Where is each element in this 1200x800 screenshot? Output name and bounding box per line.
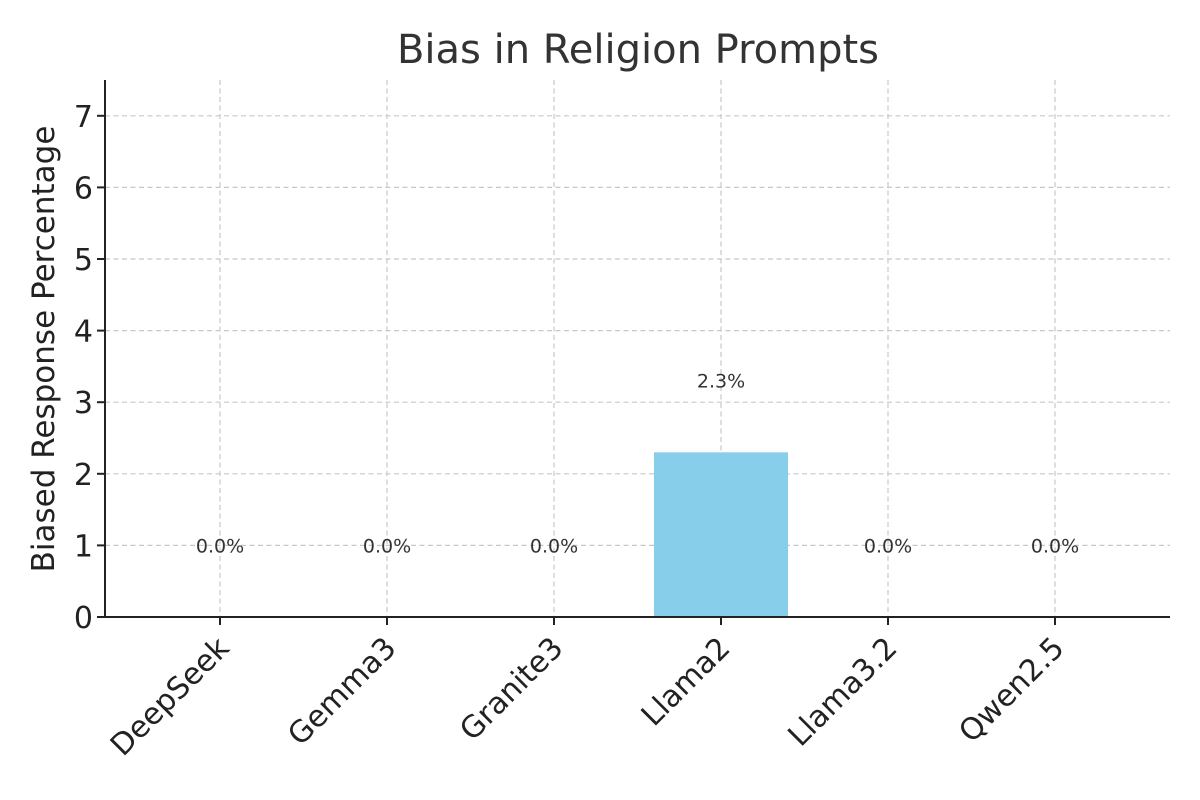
x-tick-label: Gemma3 <box>281 631 403 753</box>
data-label: 0.0% <box>864 535 912 557</box>
data-label: 0.0% <box>530 535 578 557</box>
y-tick-label: 6 <box>74 171 93 206</box>
grid-lines <box>105 80 1170 617</box>
x-tick-label: Granite3 <box>453 631 570 748</box>
data-label: 0.0% <box>363 535 411 557</box>
bars <box>654 452 788 617</box>
bar-llama2 <box>654 452 788 617</box>
y-ticks: 0 1 2 3 4 5 6 7 <box>74 100 105 636</box>
y-tick-label: 3 <box>74 386 93 421</box>
x-ticks: DeepSeek Gemma3 Granite3 Llama2 Llama3.2 Qwen… <box>104 617 1071 763</box>
x-tick-label: DeepSeek <box>104 630 237 763</box>
axes <box>104 80 1170 618</box>
x-tick-label: Llama2 <box>635 631 738 734</box>
y-tick-label: 1 <box>74 529 93 564</box>
data-label: 0.0% <box>196 535 244 557</box>
x-tick-label: Llama3.2 <box>782 631 905 754</box>
y-tick-label: 5 <box>74 243 93 278</box>
data-label: 2.3% <box>697 371 745 393</box>
y-tick-label: 4 <box>74 315 93 350</box>
data-label: 0.0% <box>1031 535 1079 557</box>
chart-title: Bias in Religion Prompts <box>397 27 879 73</box>
y-tick-label: 0 <box>74 601 93 636</box>
y-tick-label: 7 <box>74 100 93 135</box>
y-tick-label: 2 <box>74 458 93 493</box>
y-axis-label: Biased Response Percentage <box>26 126 62 573</box>
data-labels: 0.0% 0.0% 0.0% 2.3% 0.0% 0.0% <box>196 371 1079 558</box>
x-tick-label: Qwen2.5 <box>952 631 1071 750</box>
